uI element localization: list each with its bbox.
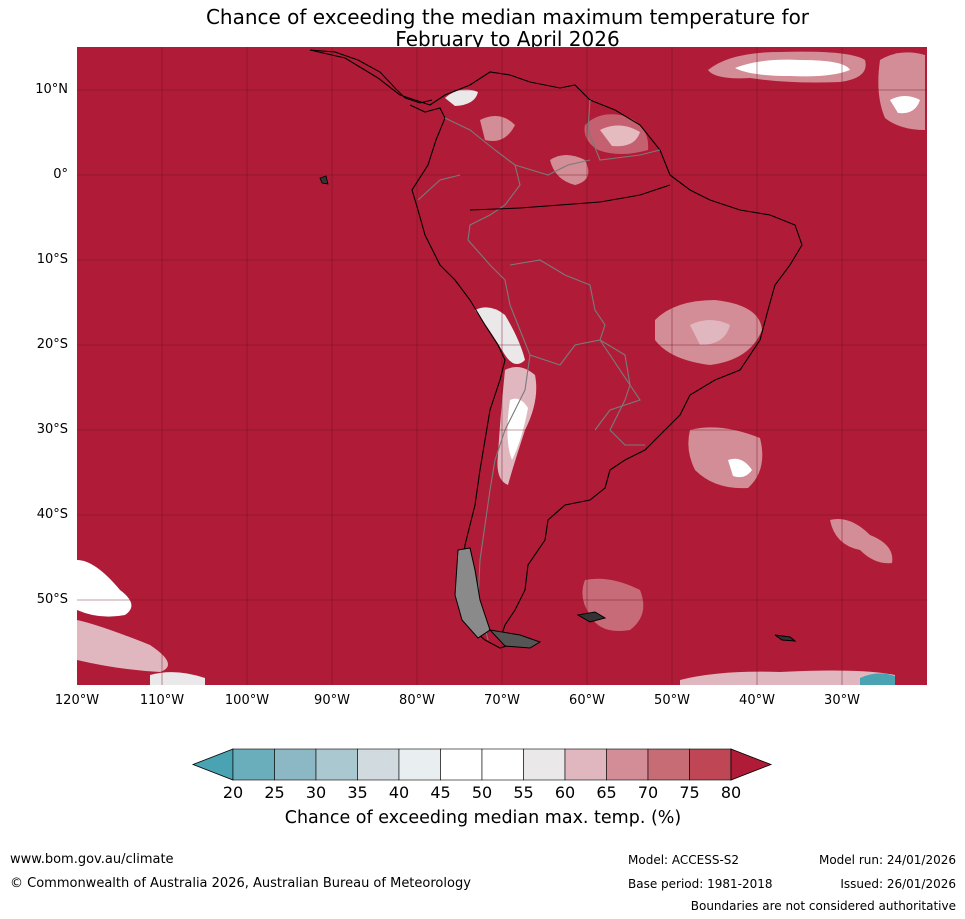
colorbar-cell: [564, 748, 607, 781]
colorbar-arrow-low: [191, 748, 234, 781]
south-america-coastline: [309, 49, 803, 649]
patch-southwest-pacific-outer: [77, 620, 168, 672]
colorbar-cell: [440, 748, 483, 781]
patch-southwest-pacific: [77, 560, 132, 617]
patch-colombia: [445, 89, 478, 106]
footer-website: www.bom.gov.au/climate: [10, 852, 174, 867]
graticule: [77, 47, 927, 685]
footer-copyright: © Commonwealth of Australia 2026, Austra…: [10, 876, 471, 891]
colorbar-cell: [274, 748, 317, 781]
lon-label: 50°W: [654, 693, 690, 708]
patch-north-atlantic-inner: [735, 59, 850, 77]
patch-south-bottom-teal: [860, 673, 895, 685]
colorbar-cell: [357, 748, 400, 781]
colorbar-tick: 30: [305, 783, 327, 802]
country-borders: [417, 99, 661, 641]
falkland-islands: [576, 611, 607, 623]
patch-northeast-edge: [878, 52, 925, 130]
probability-patches: [77, 51, 925, 685]
patch-venezuela: [480, 116, 515, 141]
patch-brazil-inner: [690, 320, 730, 345]
colorbar-cell: [232, 748, 275, 781]
patch-northeast-inner: [890, 96, 920, 114]
lon-label: 40°W: [739, 693, 775, 708]
lon-label: 60°W: [569, 693, 605, 708]
colorbar-tick: 75: [679, 783, 700, 802]
galapagos-islands: [319, 175, 329, 185]
lon-label: 120°W: [54, 693, 100, 708]
colorbar-tick: 25: [264, 783, 285, 802]
footer-model: Model: ACCESS-S2: [628, 853, 740, 867]
lon-label: 70°W: [484, 693, 520, 708]
chart-title-line2: February to April 2026: [395, 27, 620, 51]
lat-label: 10°S: [36, 252, 68, 267]
colorbar-cell: [398, 748, 441, 781]
colorbar-tick: 40: [388, 783, 410, 802]
patch-southeast-atlantic: [830, 519, 893, 564]
colorbar-tick: 35: [347, 783, 368, 802]
footer-model-run: Model run: 24/01/2026: [818, 853, 956, 867]
footer-base-period: Base period: 1981-2018: [628, 877, 773, 891]
colorbar-cell: [689, 748, 732, 781]
patch-south-bottom-right: [680, 670, 895, 685]
colorbar-cell: [647, 748, 690, 781]
lon-label: 110°W: [139, 693, 185, 708]
colorbar-cell: [315, 748, 358, 781]
colorbar-tick: 55: [513, 783, 534, 802]
patch-south-atlantic-inner: [728, 458, 752, 478]
colorbar-tick: 50: [471, 783, 493, 802]
colorbar-tick: 60: [554, 783, 576, 802]
colorbar-cell: [606, 748, 649, 781]
lon-label: 80°W: [399, 693, 435, 708]
lat-label: 50°S: [36, 592, 68, 607]
colorbar-arrow-high: [730, 748, 773, 781]
lon-label: 90°W: [314, 693, 350, 708]
south-georgia: [774, 634, 797, 642]
lon-label: 30°W: [824, 693, 860, 708]
lat-label: 20°S: [36, 337, 68, 352]
lat-label: 30°S: [36, 422, 68, 437]
lat-label: 40°S: [36, 507, 68, 522]
footer-disclaimer: Boundaries are not considered authoritat…: [690, 899, 956, 913]
amazon-river: [469, 184, 671, 211]
tierra-del-fuego: [488, 629, 542, 649]
patch-andes-peru: [475, 307, 525, 364]
patch-south-bottom-left: [150, 672, 205, 685]
colorbar-tick: 20: [222, 783, 244, 802]
colorbar-tick: 45: [430, 783, 451, 802]
lon-label: 100°W: [224, 693, 270, 708]
lat-label: 10°N: [35, 82, 68, 97]
colorbar-label: Chance of exceeding median max. temp. (%…: [284, 808, 682, 828]
colorbar-tick: 80: [720, 783, 742, 802]
colorbar-tick: 65: [596, 783, 617, 802]
colorbar-tick: 70: [637, 783, 659, 802]
footer-issued: Issued: 26/01/2026: [840, 877, 956, 891]
lat-label: 0°: [53, 167, 68, 182]
colorbar-cell: [481, 748, 524, 781]
chart-title-line1: Chance of exceeding the median maximum t…: [205, 5, 810, 29]
central-america-coastline: [309, 49, 433, 104]
patch-guiana-outer: [584, 114, 649, 154]
colorbar-cell: [523, 748, 566, 781]
